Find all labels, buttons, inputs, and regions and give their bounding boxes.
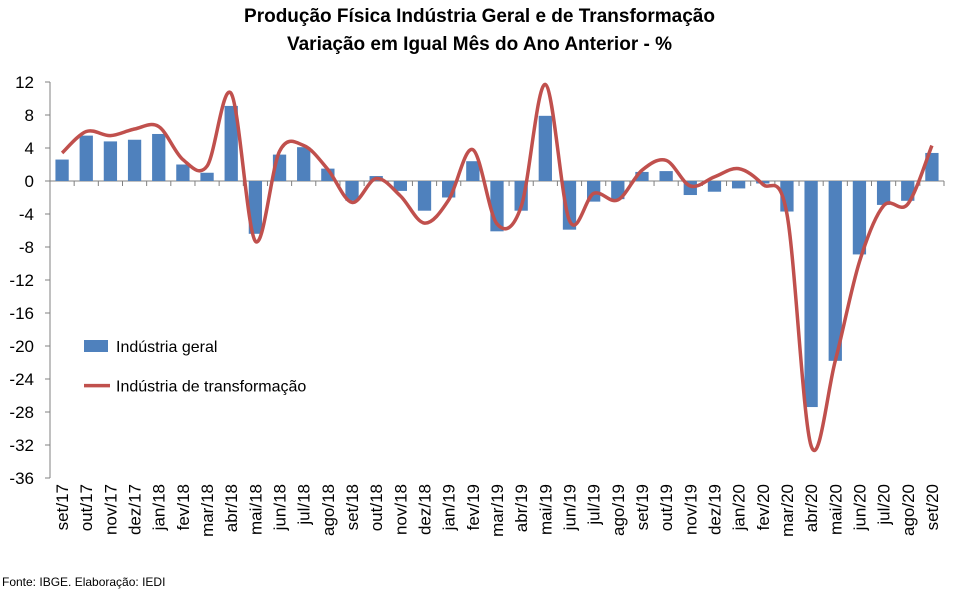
x-tick-label: fev/20: [754, 484, 773, 530]
x-tick-label: dez/18: [416, 484, 435, 535]
bar-industria-geral: [345, 181, 359, 201]
source-note: Fonte: IBGE. Elaboração: IEDI: [2, 575, 166, 589]
chart-subtitle: Variação em Igual Mês do Ano Anterior - …: [286, 34, 672, 55]
bar-industria-geral: [297, 147, 311, 181]
y-tick-label: -32: [9, 436, 34, 455]
x-tick-label: ago/20: [899, 484, 918, 536]
bar-industria-geral: [707, 181, 722, 192]
bar-industria-geral: [804, 181, 818, 408]
x-tick-label: jun/18: [271, 484, 290, 531]
bar-industria-geral: [152, 133, 166, 181]
bar-industria-geral: [852, 181, 867, 255]
y-tick-label: -24: [9, 370, 34, 389]
y-tick-label: -16: [9, 304, 34, 323]
x-tick-label: out/19: [657, 484, 676, 531]
x-tick-label: jun/20: [850, 484, 869, 531]
y-tick-label: 0: [25, 172, 34, 191]
x-tick-label: abr/19: [512, 484, 531, 532]
bar-industria-geral: [103, 141, 118, 181]
x-tick-label: nov/17: [101, 484, 120, 535]
y-tick-label: -36: [9, 469, 34, 488]
line-industria-transformacao: [60, 82, 934, 452]
x-tick-label: fev/18: [174, 484, 193, 530]
legend-label-industria-transformacao: Indústria de transformação: [116, 379, 306, 396]
x-tick-label: abr/20: [802, 484, 821, 532]
legend-label-industria-geral: Indústria geral: [116, 339, 217, 356]
bar-industria-geral: [79, 135, 93, 181]
chart-title: Produção Física Indústria Geral e de Tra…: [244, 6, 715, 27]
x-tick-label: jan/18: [150, 484, 169, 531]
x-tick-label: mar/20: [778, 484, 797, 537]
x-tick-label: fev/19: [464, 484, 483, 530]
legend-swatch-industria-geral: [84, 340, 108, 352]
bar-industria-geral: [224, 105, 238, 181]
x-tick-label: jan/20: [730, 484, 749, 531]
x-tick-label: ago/19: [609, 484, 628, 536]
y-tick-label: -20: [9, 337, 34, 356]
x-tick-label: mar/18: [198, 484, 217, 537]
bar-industria-geral: [828, 181, 842, 361]
bar-industria-geral: [176, 164, 190, 181]
x-tick-label: dez/19: [705, 484, 724, 535]
x-tick-label: ago/18: [319, 484, 338, 536]
x-tick-label: out/17: [77, 484, 96, 531]
bar-industria-geral: [659, 171, 673, 181]
y-tick-label: 12: [15, 73, 34, 92]
x-tick-label: nov/18: [391, 484, 410, 535]
bar-industria-geral: [635, 171, 649, 181]
x-tick-label: jul/20: [875, 484, 894, 526]
bar-industria-geral: [55, 159, 69, 181]
y-tick-label: -8: [19, 238, 34, 257]
y-tick-label: -28: [9, 403, 34, 422]
bar-industria-geral: [731, 181, 746, 189]
bar-industria-geral: [417, 181, 432, 211]
bar-industria-geral: [127, 139, 142, 181]
x-tick-label: mar/19: [488, 484, 507, 537]
x-tick-label: jul/18: [295, 484, 314, 526]
x-tick-label: dez/17: [126, 484, 145, 535]
x-tick-label: nov/19: [681, 484, 700, 535]
bar-industria-geral: [876, 181, 891, 205]
x-tick-label: mai/19: [536, 484, 555, 535]
y-tick-label: -12: [9, 271, 34, 290]
y-tick-label: 4: [25, 139, 34, 158]
bar-industria-geral: [200, 172, 214, 181]
y-tick-label: -4: [19, 205, 34, 224]
bar-industria-geral: [538, 115, 552, 181]
bar-industria-geral: [925, 152, 939, 181]
bar-industria-geral: [611, 181, 625, 200]
x-tick-label: set/20: [923, 484, 942, 530]
bar-industria-geral: [466, 161, 480, 181]
x-tick-label: set/17: [53, 484, 72, 530]
y-tick-label: 8: [25, 106, 34, 125]
x-tick-label: jul/19: [585, 484, 604, 526]
x-tick-label: jan/19: [440, 484, 459, 531]
bar-industria-geral: [562, 181, 577, 230]
x-tick-label: out/18: [367, 484, 386, 531]
x-tick-label: set/19: [633, 484, 652, 530]
x-tick-label: mai/20: [826, 484, 845, 535]
x-tick-label: jun/19: [560, 484, 579, 531]
bar-industria-geral: [248, 181, 263, 234]
x-tick-label: mai/18: [246, 484, 265, 535]
bar-industria-geral: [393, 181, 407, 191]
x-tick-label: set/18: [343, 484, 362, 530]
x-tick-label: abr/18: [222, 484, 241, 532]
